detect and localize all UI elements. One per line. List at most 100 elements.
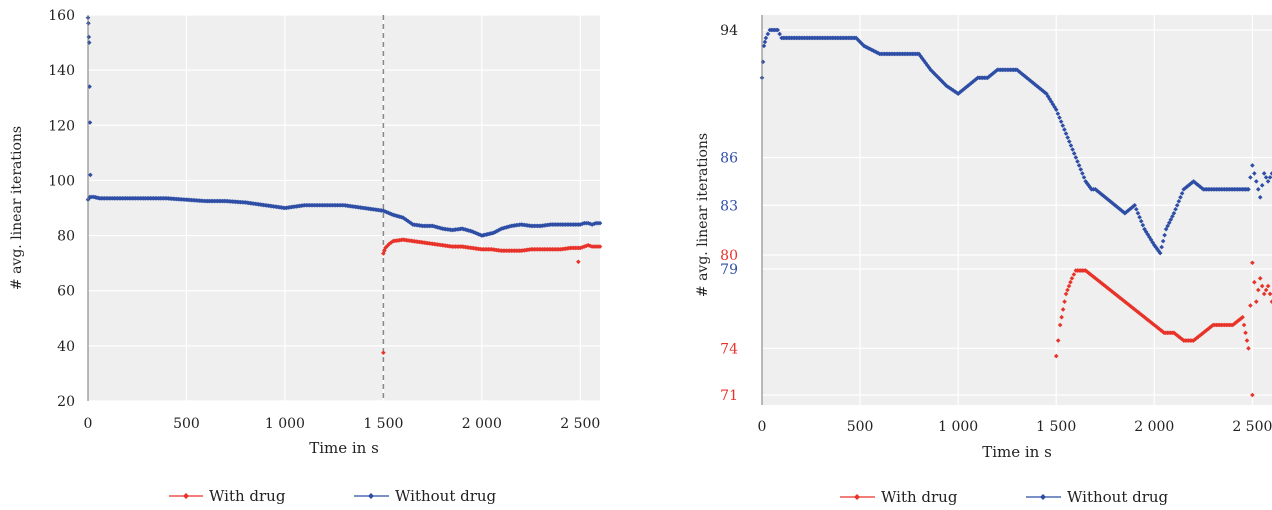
point-without-drug [765, 31, 771, 37]
point-without-drug [1078, 167, 1084, 172]
point-without-drug [1125, 208, 1131, 213]
point-without-drug [1138, 218, 1144, 224]
point-without-drug [1163, 226, 1169, 232]
point-without-drug [1134, 206, 1139, 212]
point-with-drug [1240, 314, 1245, 320]
point-with-drug [1261, 291, 1267, 297]
point-with-drug [1241, 322, 1247, 328]
point-without-drug [1060, 123, 1066, 128]
point-without-drug [402, 216, 408, 222]
point-without-drug [1068, 143, 1074, 148]
chart-right: 0 500 1 000 1 500 2 000 2 500 94868379807471 … [695, 15, 1272, 506]
point-without-drug [863, 44, 868, 50]
point-without-drug [860, 42, 865, 47]
point-with-drug [1068, 279, 1073, 285]
legend-label-without-drug: Without drug [395, 487, 497, 505]
point-without-drug [1173, 206, 1178, 212]
point-without-drug [1179, 191, 1185, 196]
point-without-drug [763, 35, 769, 41]
point-without-drug [389, 211, 394, 217]
point-with-drug [1254, 299, 1259, 304]
point-without-drug [1261, 171, 1267, 176]
point-with-drug [1119, 296, 1124, 302]
point-without-drug [993, 68, 999, 74]
point-without-drug [469, 229, 475, 234]
point-with-drug [1238, 316, 1244, 321]
point-without-drug [589, 222, 595, 227]
x-tick-label: 500 [847, 419, 874, 435]
point-without-drug [1176, 198, 1182, 204]
point-with-drug [1255, 287, 1261, 293]
y-axis-label-left: # avg. linear iterations [9, 126, 25, 290]
point-without-drug [408, 221, 414, 226]
point-without-drug [762, 39, 768, 45]
legend-label-with-drug: With drug [209, 487, 286, 505]
x-axis-label-left: Time in s [309, 439, 379, 457]
point-with-drug [1252, 279, 1257, 285]
point-without-drug [949, 86, 954, 92]
point-with-drug [1069, 276, 1075, 281]
x-tick-label: 500 [173, 416, 200, 432]
point-without-drug [1087, 185, 1093, 190]
legend-right: With drug Without drug [840, 488, 1169, 506]
legend-item-with-drug-right: With drug [840, 488, 958, 506]
y-tick-label: 60 [57, 284, 75, 300]
point-without-drug [1189, 180, 1195, 185]
chart-left: 0 500 1 000 1 500 2 000 2 500 20 40 60 80 100 120 1… [9, 8, 603, 505]
x-axis-label-right: Time in s [982, 443, 1052, 461]
y-tick-label: 160 [48, 8, 75, 24]
point-without-drug [1154, 246, 1160, 252]
point-without-drug [965, 83, 971, 89]
point-with-drug [1120, 298, 1126, 303]
point-without-drug [775, 27, 780, 33]
point-without-drug [1267, 175, 1272, 180]
x-tick-label: 0 [758, 419, 767, 435]
point-without-drug [1057, 115, 1062, 120]
point-with-drug [1243, 330, 1248, 336]
y-tick-label-red: 71 [720, 388, 738, 404]
point-without-drug [386, 210, 391, 216]
point-with-drug-outlier [381, 350, 386, 356]
point-without-drug [1259, 183, 1265, 188]
legend-item-with-drug: With drug [169, 487, 286, 505]
point-without-drug [1159, 244, 1164, 250]
point-with-drug [1174, 333, 1180, 338]
point-without-drug [472, 230, 478, 236]
point-without-drug [1257, 195, 1263, 200]
point-without-drug [1137, 214, 1142, 220]
point-with-drug [1112, 291, 1118, 297]
y-tick-label: 100 [48, 173, 75, 189]
point-without-drug [1246, 187, 1251, 192]
point-without-drug [1106, 197, 1111, 203]
point-without-drug [861, 43, 867, 49]
point-without-drug [1254, 179, 1259, 184]
point-without-drug [1075, 159, 1080, 164]
point-without-drug [874, 50, 879, 55]
point-without-drug [986, 74, 992, 79]
legend-item-without-drug: Without drug [354, 487, 497, 505]
point-with-drug [1060, 307, 1066, 312]
point-without-drug [400, 215, 406, 220]
point-without-drug [957, 90, 963, 95]
grid-left [87, 14, 600, 402]
point-without-drug [474, 231, 480, 236]
point-with-drug [1250, 260, 1255, 266]
point-with-drug [385, 243, 390, 249]
point-with-drug [1246, 346, 1251, 351]
point-without-drug [1111, 201, 1116, 207]
point-without-drug [476, 231, 481, 237]
point-without-drug [1178, 195, 1183, 200]
point-without-drug [1140, 222, 1146, 228]
point-with-drug [1257, 276, 1263, 281]
y-tick-label-blue: 79 [720, 262, 738, 278]
point-without-drug [1073, 155, 1079, 160]
point-with-drug [1263, 287, 1269, 293]
point-without-drug [1099, 192, 1105, 197]
series-left [85, 15, 603, 356]
point-without-drug [921, 58, 927, 64]
point-with-drug [597, 244, 603, 249]
point-without-drug [1071, 151, 1077, 156]
x-tick-label: 1 000 [265, 416, 305, 432]
point-without-drug-outlier [87, 120, 93, 125]
point-without-drug [1063, 131, 1069, 136]
